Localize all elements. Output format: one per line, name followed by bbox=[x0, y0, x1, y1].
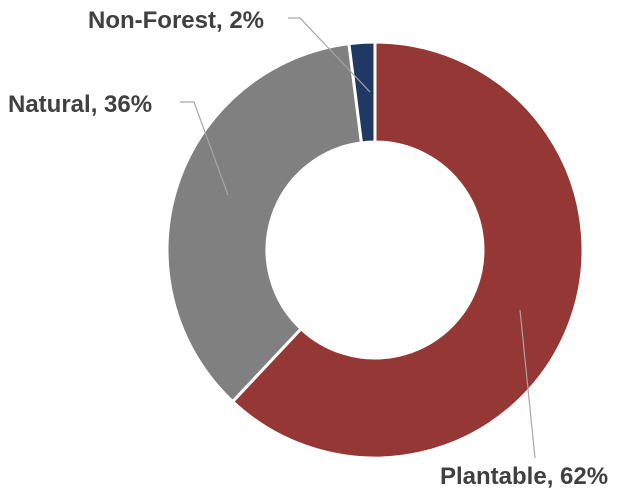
data-labels: Non-Forest, 2% Natural, 36% Plantable, 6… bbox=[8, 7, 608, 490]
data-label-plantable: Plantable, 62% bbox=[440, 463, 608, 490]
leader-line-non-forest bbox=[288, 17, 371, 93]
leader-line-natural bbox=[180, 101, 229, 196]
donut-slices bbox=[165, 40, 585, 460]
leader-line-plantable bbox=[519, 309, 536, 459]
data-label-non-forest: Non-Forest, 2% bbox=[88, 7, 264, 34]
slice-plantable bbox=[230, 40, 585, 460]
data-label-natural: Natural, 36% bbox=[8, 91, 152, 118]
slice-natural bbox=[165, 41, 364, 404]
leader-lines bbox=[180, 17, 536, 459]
slice-non-forest bbox=[347, 40, 377, 145]
